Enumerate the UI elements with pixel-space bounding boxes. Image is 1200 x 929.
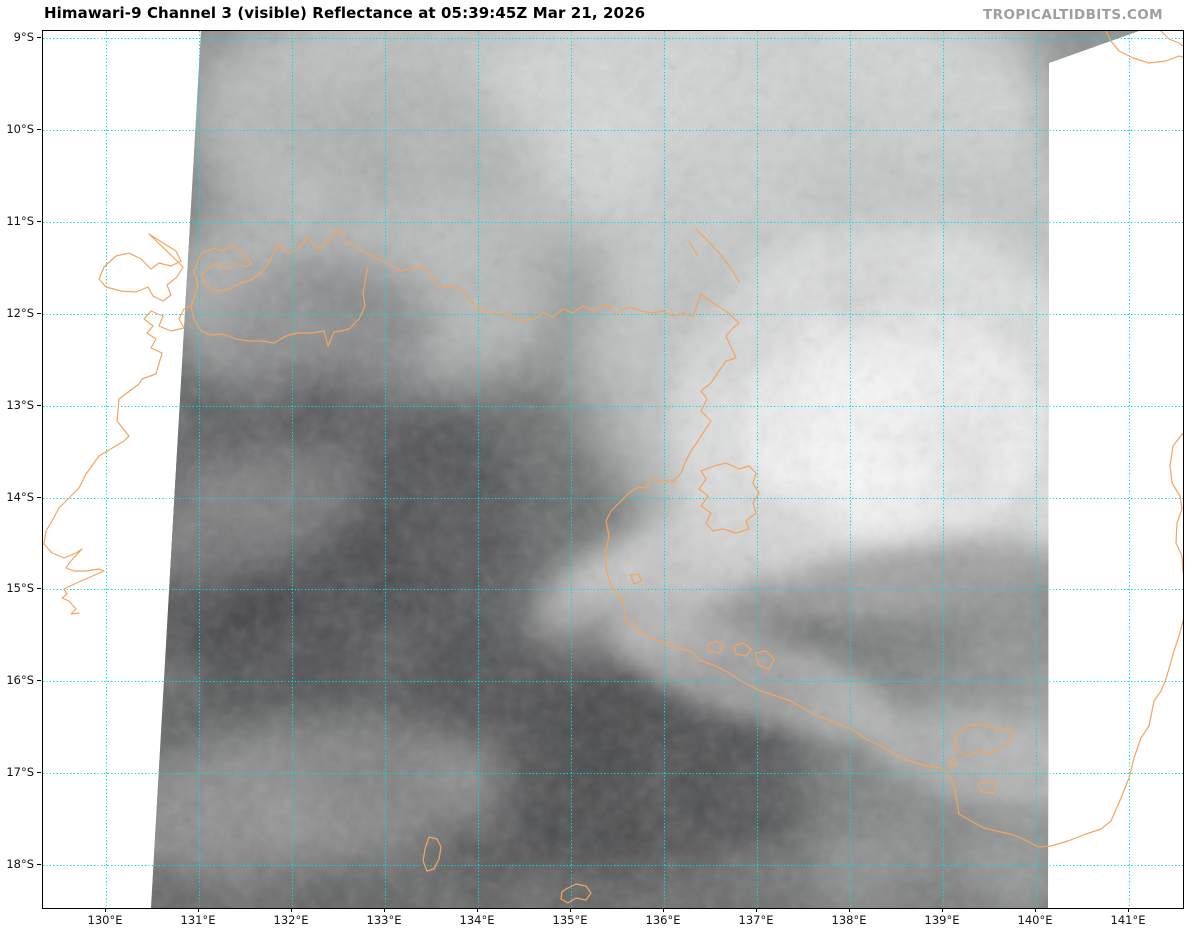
longitude-gridline bbox=[292, 31, 293, 908]
latitude-gridline bbox=[43, 406, 1183, 407]
latitude-gridline bbox=[43, 681, 1183, 682]
lon-tick-mark bbox=[1035, 908, 1036, 912]
cloud-texture-noise bbox=[151, 31, 1139, 908]
latitude-gridline bbox=[43, 130, 1183, 131]
lat-tick-label: 16°S bbox=[6, 673, 34, 687]
lon-tick-label: 138°E bbox=[831, 913, 867, 927]
lon-tick-mark bbox=[384, 908, 385, 912]
coastline-layer bbox=[43, 31, 1183, 904]
longitude-gridline bbox=[757, 31, 758, 908]
longitude-gridline bbox=[664, 31, 665, 908]
lon-tick-mark bbox=[105, 908, 106, 912]
lon-tick-mark bbox=[849, 908, 850, 912]
lat-tick-label: 14°S bbox=[6, 490, 34, 504]
watermark-text: TROPICALTIDBITS.COM bbox=[983, 7, 1163, 23]
lon-tick-label: 136°E bbox=[645, 913, 681, 927]
coastline-wessel-islands bbox=[688, 228, 740, 283]
lon-tick-label: 134°E bbox=[459, 913, 495, 927]
coastline-pellew-islands bbox=[630, 573, 775, 670]
lat-tick-mark bbox=[37, 497, 41, 498]
lon-tick-label: 140°E bbox=[1017, 913, 1053, 927]
lon-tick-mark bbox=[663, 908, 664, 912]
latitude-gridline bbox=[43, 498, 1183, 499]
lat-tick-mark bbox=[37, 37, 41, 38]
lon-tick-label: 132°E bbox=[273, 913, 309, 927]
coastline-nt-west bbox=[43, 352, 163, 615]
lat-tick-mark bbox=[37, 313, 41, 314]
longitude-gridline bbox=[1036, 31, 1037, 908]
lat-tick-mark bbox=[37, 221, 41, 222]
longitude-gridline bbox=[571, 31, 572, 908]
coastline-australia-mainland bbox=[143, 227, 1183, 848]
latitude-gridline bbox=[43, 314, 1183, 315]
longitude-gridline bbox=[1129, 31, 1130, 908]
longitude-gridline bbox=[478, 31, 479, 908]
lon-tick-mark bbox=[942, 908, 943, 912]
coastline-groote-eylandt bbox=[698, 462, 760, 534]
lat-tick-mark bbox=[37, 129, 41, 130]
coastline-tiwi-islands bbox=[98, 233, 184, 302]
longitude-gridline bbox=[385, 31, 386, 908]
latitude-gridline bbox=[43, 38, 1183, 39]
page-title: Himawari-9 Channel 3 (visible) Reflectan… bbox=[44, 4, 646, 22]
latitude-gridline bbox=[43, 589, 1183, 590]
latitude-gridline bbox=[43, 773, 1183, 774]
lat-tick-label: 18°S bbox=[6, 857, 34, 871]
coastline-new-guinea bbox=[1105, 31, 1183, 64]
lon-tick-label: 141°E bbox=[1110, 913, 1146, 927]
coastline-van-diemen-gulf bbox=[190, 265, 369, 347]
lon-tick-label: 135°E bbox=[552, 913, 588, 927]
lat-tick-label: 13°S bbox=[6, 398, 34, 412]
lon-tick-mark bbox=[477, 908, 478, 912]
lon-tick-mark bbox=[1128, 908, 1129, 912]
lat-tick-label: 15°S bbox=[6, 581, 34, 595]
lat-tick-mark bbox=[37, 588, 41, 589]
lon-tick-label: 139°E bbox=[924, 913, 960, 927]
coastline-wellesley-islands bbox=[948, 723, 1015, 794]
lat-tick-label: 12°S bbox=[6, 306, 34, 320]
longitude-gridline bbox=[850, 31, 851, 908]
lon-tick-mark bbox=[198, 908, 199, 912]
lon-tick-mark bbox=[756, 908, 757, 912]
longitude-gridline bbox=[106, 31, 107, 908]
lat-tick-mark bbox=[37, 680, 41, 681]
lat-tick-mark bbox=[37, 405, 41, 406]
latitude-gridline bbox=[43, 222, 1183, 223]
lat-tick-label: 10°S bbox=[6, 122, 34, 136]
longitude-gridline bbox=[199, 31, 200, 908]
lat-tick-label: 9°S bbox=[13, 30, 34, 44]
lat-tick-label: 11°S bbox=[6, 214, 34, 228]
map-plot-area bbox=[42, 30, 1184, 909]
lon-tick-mark bbox=[570, 908, 571, 912]
lon-tick-mark bbox=[291, 908, 292, 912]
lon-tick-label: 137°E bbox=[738, 913, 774, 927]
latitude-gridline bbox=[43, 865, 1183, 866]
lat-tick-mark bbox=[37, 864, 41, 865]
gridline-layer bbox=[43, 31, 1183, 908]
lake-outline bbox=[422, 836, 592, 904]
lon-tick-label: 133°E bbox=[366, 913, 402, 927]
lat-tick-mark bbox=[37, 772, 41, 773]
coastline-cape-york bbox=[1169, 432, 1183, 574]
lat-tick-label: 17°S bbox=[6, 765, 34, 779]
lon-tick-label: 130°E bbox=[87, 913, 123, 927]
lon-tick-label: 131°E bbox=[180, 913, 216, 927]
longitude-gridline bbox=[943, 31, 944, 908]
